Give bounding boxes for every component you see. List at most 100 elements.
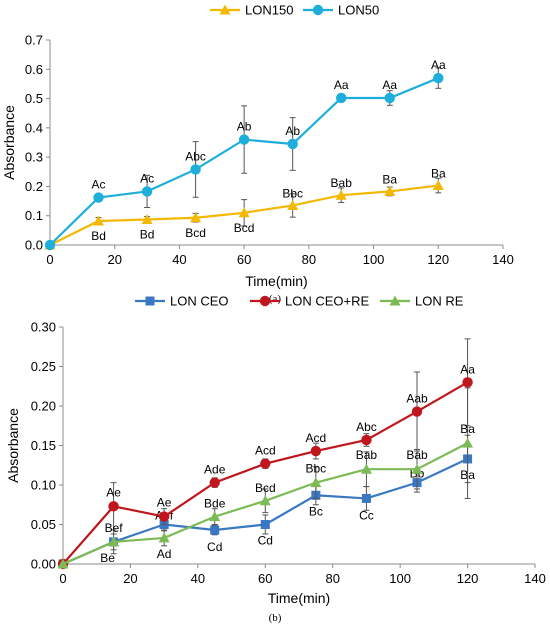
series-lon150: Bd Bd Bcd Bcd Bbc Bab Ba Ba bbox=[44, 167, 446, 250]
data-point-marker bbox=[93, 192, 104, 203]
data-point-marker bbox=[219, 4, 231, 15]
data-point-marker bbox=[335, 189, 347, 200]
data-label: Ac bbox=[92, 178, 106, 192]
x-tick-label: 120 bbox=[427, 252, 449, 267]
x-tick-label: 20 bbox=[107, 252, 121, 267]
data-point-marker bbox=[238, 207, 250, 218]
data-point-marker bbox=[108, 536, 120, 547]
data-label: Ba bbox=[382, 172, 397, 186]
y-axis-title: Absorbance bbox=[5, 408, 21, 483]
data-label: Abc bbox=[185, 149, 206, 163]
y-tick-label: 0.5 bbox=[25, 91, 43, 106]
data-point-marker bbox=[361, 434, 372, 446]
data-point-marker bbox=[44, 239, 56, 251]
x-tick-label: 0 bbox=[46, 252, 53, 267]
data-point-marker bbox=[312, 4, 324, 16]
data-point-marker bbox=[158, 532, 170, 543]
data-label: Ad bbox=[157, 547, 172, 561]
data-point-marker bbox=[432, 180, 444, 191]
data-point-marker bbox=[287, 138, 298, 150]
y-tick-label: 0.00 bbox=[31, 557, 56, 572]
data-point-marker bbox=[287, 199, 299, 210]
data-label: Aa bbox=[431, 58, 446, 72]
data-point-marker bbox=[260, 520, 270, 529]
x-tick-label: 60 bbox=[258, 571, 272, 586]
y-tick-label: 0.3 bbox=[25, 150, 43, 165]
data-label: Ac bbox=[140, 171, 154, 185]
data-point-marker bbox=[141, 214, 153, 225]
data-point-marker bbox=[259, 295, 271, 307]
data-label: Bab bbox=[406, 448, 428, 462]
data-label: Aa bbox=[334, 78, 349, 92]
chart-panel-a: 0.0 0.1 0.2 0.3 0.4 0.5 0.6 0.7 0 20 40 60 80 100 120 1… bbox=[1, 3, 514, 306]
x-tick-label: 80 bbox=[325, 571, 339, 586]
data-point-marker bbox=[259, 495, 271, 506]
data-point-marker bbox=[360, 463, 372, 474]
data-label: Bde bbox=[204, 497, 226, 511]
chart-panel-b: 0.00 0.05 0.10 0.15 0.20 0.25 0.30 0 20 40 60 80 100… bbox=[5, 294, 546, 625]
data-label: Ab bbox=[237, 120, 252, 134]
y-tick-label: 0.15 bbox=[31, 438, 56, 453]
data-point-marker bbox=[209, 511, 221, 522]
data-point-marker bbox=[190, 212, 202, 223]
data-label: Cd bbox=[258, 534, 273, 548]
legend-item: LON CEO bbox=[135, 294, 229, 309]
series-lon-re: Bef Ad Bde Bcd Bbc Bab Bab Ba bbox=[57, 387, 475, 569]
data-label: Ae bbox=[157, 496, 172, 510]
data-label: Ae bbox=[106, 485, 121, 499]
data-point-marker bbox=[190, 164, 201, 175]
x-tick-label: 140 bbox=[492, 252, 514, 267]
legend-item: LON150 bbox=[210, 3, 293, 18]
data-label: Cd bbox=[207, 540, 222, 554]
x-tick-label: 100 bbox=[389, 571, 411, 586]
y-tick-label: 0.20 bbox=[31, 399, 56, 414]
data-point-marker bbox=[310, 445, 322, 457]
y-tick-label: 0.4 bbox=[25, 120, 43, 135]
data-point-marker bbox=[210, 525, 220, 535]
series-lon50: Ac Ac Abc Ab Ab Aa Aa Aa bbox=[44, 58, 446, 251]
data-label: Bbc bbox=[306, 462, 327, 476]
data-label: Aa bbox=[382, 78, 397, 92]
data-point-marker bbox=[361, 493, 371, 503]
panel-label: (b) bbox=[269, 612, 282, 624]
y-tick-label: 0.2 bbox=[25, 179, 43, 194]
data-label: Acd bbox=[306, 431, 327, 445]
data-label: Bcd bbox=[185, 226, 206, 240]
legend-label: LON CEO+RE bbox=[285, 294, 369, 309]
data-label: Abc bbox=[356, 420, 377, 434]
data-point-marker bbox=[158, 511, 170, 522]
data-label: Bd bbox=[140, 228, 155, 242]
data-label: Bd bbox=[91, 229, 106, 243]
data-point-marker bbox=[411, 463, 423, 474]
data-point-marker bbox=[310, 477, 322, 488]
data-point-marker bbox=[336, 92, 347, 104]
legend-item: LON50 bbox=[303, 3, 379, 18]
data-point-marker bbox=[384, 92, 395, 104]
data-point-marker bbox=[462, 437, 474, 448]
x-axis-title: Time(min) bbox=[268, 590, 330, 606]
data-point-marker bbox=[260, 458, 271, 469]
data-point-marker bbox=[145, 296, 155, 306]
data-label: Ba bbox=[460, 422, 475, 436]
data-label: Ba bbox=[431, 167, 446, 181]
x-tick-label: 120 bbox=[457, 571, 479, 586]
legend-label: LON RE bbox=[415, 294, 464, 309]
legend-item: LON RE bbox=[380, 294, 464, 309]
data-label: Be bbox=[100, 551, 115, 565]
data-label: Bbc bbox=[282, 186, 303, 200]
data-label: Acd bbox=[255, 444, 276, 458]
x-tick-label: 20 bbox=[123, 571, 137, 586]
y-tick-label: 0.0 bbox=[25, 238, 43, 253]
data-label: Bab bbox=[331, 176, 353, 190]
data-label: Aa bbox=[460, 362, 475, 376]
data-point-marker bbox=[389, 295, 401, 306]
data-point-marker bbox=[108, 501, 119, 512]
x-axis-title: Time(min) bbox=[245, 273, 307, 289]
x-tick-label: 80 bbox=[302, 252, 316, 267]
legend-label: LON50 bbox=[338, 3, 379, 18]
data-label: Bcd bbox=[234, 221, 255, 235]
legend: LON CEO LON CEO+RE LON RE bbox=[135, 294, 464, 309]
y-tick-label: 0.10 bbox=[31, 478, 56, 493]
data-label: Bcd bbox=[255, 481, 276, 495]
